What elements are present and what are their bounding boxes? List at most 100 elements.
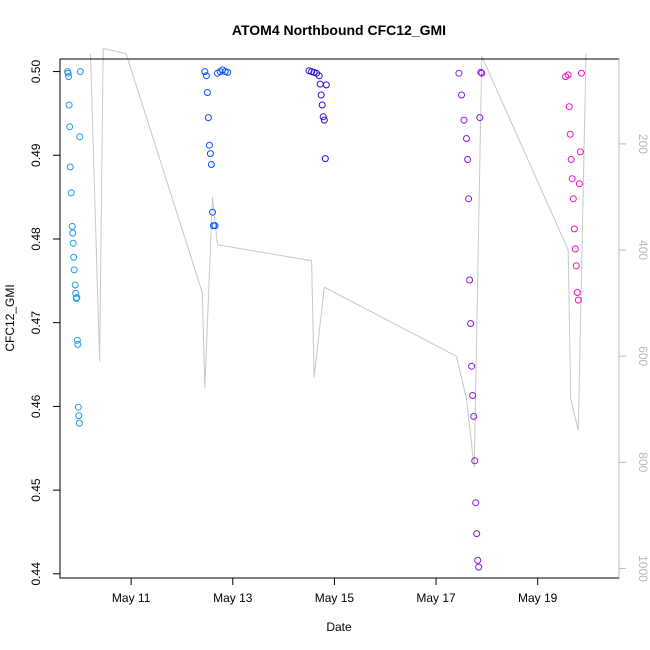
data-point: [70, 266, 78, 274]
data-point: [66, 163, 74, 171]
data-point: [204, 114, 212, 122]
data-point: [576, 148, 584, 156]
data-point: [573, 289, 581, 296]
data-point: [315, 72, 323, 80]
data-point: [564, 71, 572, 79]
data-point: [320, 116, 328, 124]
right-tick-label: 600: [636, 346, 650, 366]
y-axis: 0.44 0.45 0.46 0.47 0.48 0.49 0.50: [29, 60, 60, 586]
x-tick-label: May 13: [213, 591, 253, 605]
data-point: [202, 72, 210, 80]
data-point: [76, 133, 84, 141]
data-point: [207, 161, 215, 168]
data-point: [69, 239, 77, 247]
data-point: [73, 294, 81, 302]
y-tick-label: 0.45: [29, 478, 43, 502]
data-point: [69, 229, 77, 237]
data-point: [570, 225, 578, 233]
data-point: [477, 68, 485, 76]
data-point: [205, 141, 213, 149]
right-tick-label: 200: [636, 134, 650, 154]
plot-frame: [59, 58, 620, 579]
y-tick-label: 0.47: [29, 311, 43, 335]
data-point: [203, 89, 211, 96]
x-tick-label: May 11: [112, 591, 151, 605]
data-point: [65, 73, 73, 81]
data-point: [66, 123, 74, 131]
data-point: [566, 130, 574, 138]
y-tick-label: 0.49: [29, 143, 43, 167]
data-point: [75, 412, 83, 420]
data-point: [316, 80, 324, 88]
data-point: [569, 195, 577, 203]
data-point: [455, 69, 463, 77]
data-point: [568, 175, 576, 183]
data-point: [75, 419, 83, 427]
data-point: [565, 103, 573, 111]
data-point: [574, 296, 582, 304]
right-tick-label: 800: [636, 452, 650, 472]
data-point: [67, 189, 75, 197]
chart-title: ATOM4 Northbound CFC12_GMI: [232, 22, 446, 38]
x-axis: May 11 May 13 May 15 May 17 May 19: [112, 578, 558, 605]
data-point: [76, 68, 84, 76]
series-flight-3: [305, 67, 330, 163]
data-point: [460, 116, 468, 124]
data-point: [318, 101, 326, 109]
right-axis: 200 400 600 800 1000: [618, 59, 650, 582]
data-point: [224, 68, 232, 76]
data-point: [474, 556, 482, 564]
y-tick-label: 0.50: [29, 60, 43, 84]
data-point: [211, 222, 219, 230]
series-flight-2: [201, 66, 232, 230]
data-point: [70, 253, 78, 261]
y-tick-label: 0.44: [29, 562, 43, 586]
data-point: [571, 245, 579, 253]
data-point: [471, 457, 479, 465]
data-point: [470, 412, 478, 420]
right-tick-label: 400: [636, 240, 650, 260]
right-tick-label: 1000: [636, 555, 650, 582]
data-point: [74, 340, 82, 348]
data-point: [464, 156, 472, 163]
data-point: [65, 101, 73, 109]
y-tick-label: 0.48: [29, 227, 43, 251]
data-point: [206, 150, 214, 158]
data-point: [478, 69, 486, 77]
data-point: [466, 276, 474, 284]
data-point: [467, 320, 475, 327]
x-tick-label: May 19: [518, 591, 558, 605]
data-point: [68, 222, 76, 230]
x-axis-label: Date: [326, 620, 352, 634]
data-point: [201, 68, 209, 76]
data-point: [458, 91, 465, 99]
y-tick-label: 0.46: [29, 394, 43, 418]
x-tick-label: May 15: [315, 591, 355, 605]
data-point: [317, 91, 325, 99]
y-axis-label: CFC12_GMI: [3, 284, 17, 351]
altitude-line: [90, 47, 587, 468]
data-point: [475, 563, 483, 571]
data-point: [567, 156, 575, 163]
data-point: [74, 403, 82, 411]
series-flight-5: [562, 69, 585, 304]
data-point: [476, 114, 484, 122]
data-point: [472, 499, 480, 507]
data-point: [575, 180, 583, 188]
data-point: [465, 195, 473, 203]
data-point: [319, 113, 327, 121]
plot-area: [64, 47, 587, 571]
data-point: [209, 208, 216, 216]
data-point: [71, 281, 79, 289]
data-point: [577, 69, 585, 77]
series-flight-4: [455, 68, 486, 571]
series-flight-1: [64, 68, 84, 427]
data-point: [468, 362, 476, 370]
data-point: [322, 81, 330, 89]
data-point: [572, 262, 580, 270]
data-point: [72, 289, 80, 297]
data-point: [473, 530, 481, 538]
data-point: [64, 69, 72, 77]
data-point: [469, 392, 477, 399]
